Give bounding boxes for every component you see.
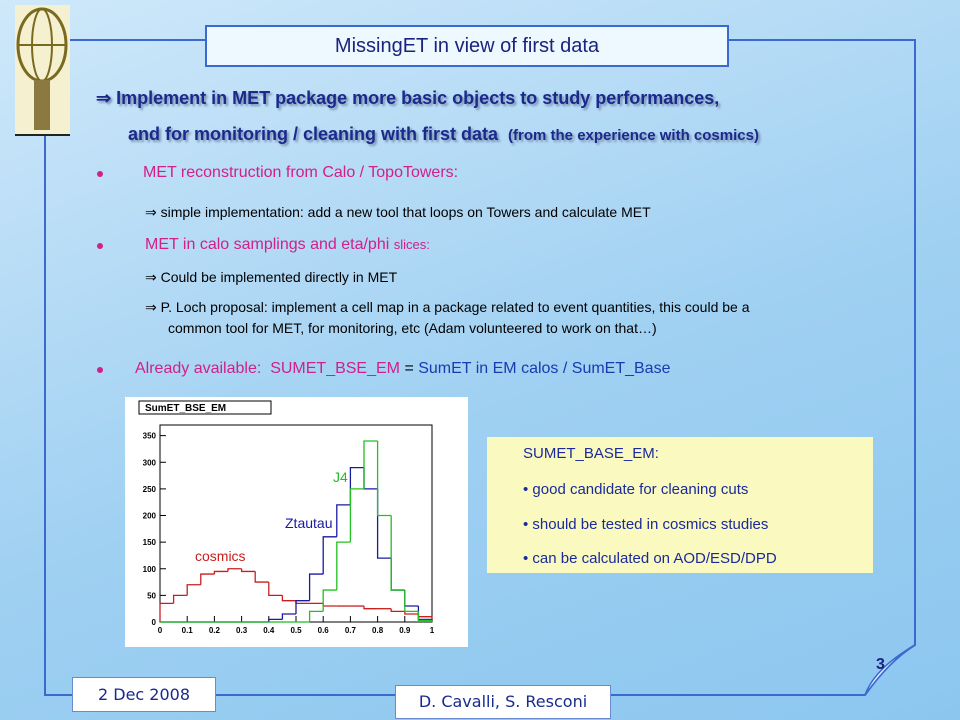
x-tick-label: 0.4 bbox=[263, 626, 275, 635]
histogram-bin bbox=[336, 504, 351, 537]
histogram-bin bbox=[200, 573, 215, 585]
y-tick-label: 250 bbox=[143, 485, 157, 494]
note-box: SUMET_BASE_EM: • good candidate for clea… bbox=[487, 437, 873, 573]
histogram-bin bbox=[227, 568, 242, 572]
plot-title-box bbox=[138, 400, 272, 415]
histogram-bin bbox=[268, 582, 283, 597]
page-number: 3 bbox=[876, 656, 885, 673]
histogram-bin bbox=[322, 536, 337, 575]
y-tick-label: 150 bbox=[143, 538, 157, 547]
note-point: • good candidate for cleaning cuts bbox=[523, 481, 749, 498]
histogram-bin bbox=[349, 466, 364, 505]
page-curl bbox=[864, 644, 916, 696]
histogram-bin bbox=[240, 568, 256, 573]
series-label: J4 bbox=[333, 469, 348, 485]
intro-note: (from the experience with cosmics) bbox=[508, 127, 759, 144]
x-tick-label: 0.5 bbox=[290, 626, 302, 635]
x-tick-label: 0.2 bbox=[209, 626, 221, 635]
definition: SumET in EM calos / SumET_Base bbox=[418, 360, 671, 377]
histogram-bin bbox=[376, 440, 392, 517]
histogram-bin bbox=[213, 570, 228, 575]
y-tick-label: 300 bbox=[143, 458, 157, 467]
authors: D. Cavalli, S. Resconi bbox=[395, 685, 611, 719]
y-tick-label: 350 bbox=[143, 432, 157, 441]
histogram-bin bbox=[417, 611, 433, 622]
histogram-bin bbox=[390, 608, 405, 613]
heading-note: slices: bbox=[393, 237, 430, 252]
x-tick-label: 1 bbox=[430, 626, 435, 635]
histogram-bin bbox=[390, 515, 405, 591]
item-heading: MET in calo samplings and eta/phi slices… bbox=[145, 236, 430, 254]
x-tick-label: 0.9 bbox=[399, 626, 411, 635]
x-tick-label: 0.3 bbox=[236, 626, 248, 635]
y-tick-label: 50 bbox=[147, 591, 156, 600]
x-tick-label: 0.8 bbox=[372, 626, 384, 635]
histogram-bin bbox=[295, 600, 310, 615]
y-tick-label: 100 bbox=[143, 565, 157, 574]
item-point: common tool for MET, for monitoring, etc… bbox=[168, 320, 657, 336]
histogram-plot: SumET_BSE_EM 0 50 100 150 200 250 300 350 0 0.1 0.2… bbox=[125, 397, 468, 647]
item-point: ⇒ P. Loch proposal: implement a cell map… bbox=[145, 299, 750, 315]
intro-line: ⇒ Implement in MET package more basic ob… bbox=[96, 88, 720, 108]
histogram-bin bbox=[322, 603, 337, 607]
histogram-bin bbox=[417, 606, 433, 622]
histogram-bin bbox=[268, 618, 283, 622]
histogram-bin bbox=[172, 594, 188, 604]
note-title: SUMET_BASE_EM: bbox=[523, 445, 659, 462]
item-point: ⇒ Could be implemented directly in MET bbox=[145, 269, 398, 285]
histogram-bin bbox=[254, 571, 269, 583]
histogram-bin bbox=[404, 590, 419, 613]
plot-title: SumET_BSE_EM bbox=[145, 403, 226, 414]
item-heading: Already available: SUMET_BSE_EM = SumET … bbox=[135, 360, 670, 378]
x-tick-label: 0.1 bbox=[182, 626, 194, 635]
histogram-bin bbox=[186, 584, 201, 596]
y-tick-label: 0 bbox=[152, 618, 157, 627]
histogram-bin bbox=[390, 558, 405, 591]
x-tick-label: 0.6 bbox=[318, 626, 330, 635]
histogram-bin bbox=[281, 613, 296, 620]
histogram-bin bbox=[363, 606, 378, 610]
histogram-bin bbox=[363, 467, 378, 490]
intro-line: and for monitoring / cleaning with first… bbox=[128, 124, 759, 145]
histogram-bin bbox=[308, 573, 324, 601]
histogram-bin bbox=[404, 611, 419, 615]
equals: = bbox=[400, 360, 419, 377]
intro-text: and for monitoring / cleaning with first… bbox=[128, 124, 499, 144]
note-point: • can be calculated on AOD/ESD/DPD bbox=[523, 550, 777, 567]
bullets bbox=[97, 171, 103, 373]
x-tick-label: 0.7 bbox=[345, 626, 357, 635]
item-heading: MET reconstruction from Calo / TopoTower… bbox=[143, 164, 459, 181]
series-label: cosmics bbox=[195, 548, 246, 564]
histogram-bin bbox=[349, 488, 364, 543]
title: MissingET in view of first data bbox=[205, 25, 729, 67]
histogram-bin bbox=[376, 488, 392, 559]
note-point: • should be tested in cosmics studies bbox=[523, 516, 769, 533]
histogram-bin bbox=[404, 590, 419, 607]
logo bbox=[15, 5, 70, 136]
histogram-bin bbox=[308, 610, 324, 622]
histogram-bin bbox=[363, 440, 378, 489]
histogram-bin bbox=[281, 595, 296, 602]
available: Already available: SUMET_BSE_EM bbox=[135, 360, 400, 377]
item-point: ⇒ simple implementation: add a new tool … bbox=[145, 204, 651, 220]
series-label: Ztautau bbox=[285, 515, 332, 531]
x-tick-label: 0 bbox=[158, 626, 163, 635]
histogram-bin bbox=[322, 589, 337, 612]
histogram-bin bbox=[336, 541, 351, 591]
date: 2 Dec 2008 bbox=[72, 677, 216, 712]
y-tick-label: 200 bbox=[143, 512, 157, 521]
heading-text: MET in calo samplings and eta/phi bbox=[145, 236, 390, 253]
histogram-bin bbox=[159, 602, 174, 622]
